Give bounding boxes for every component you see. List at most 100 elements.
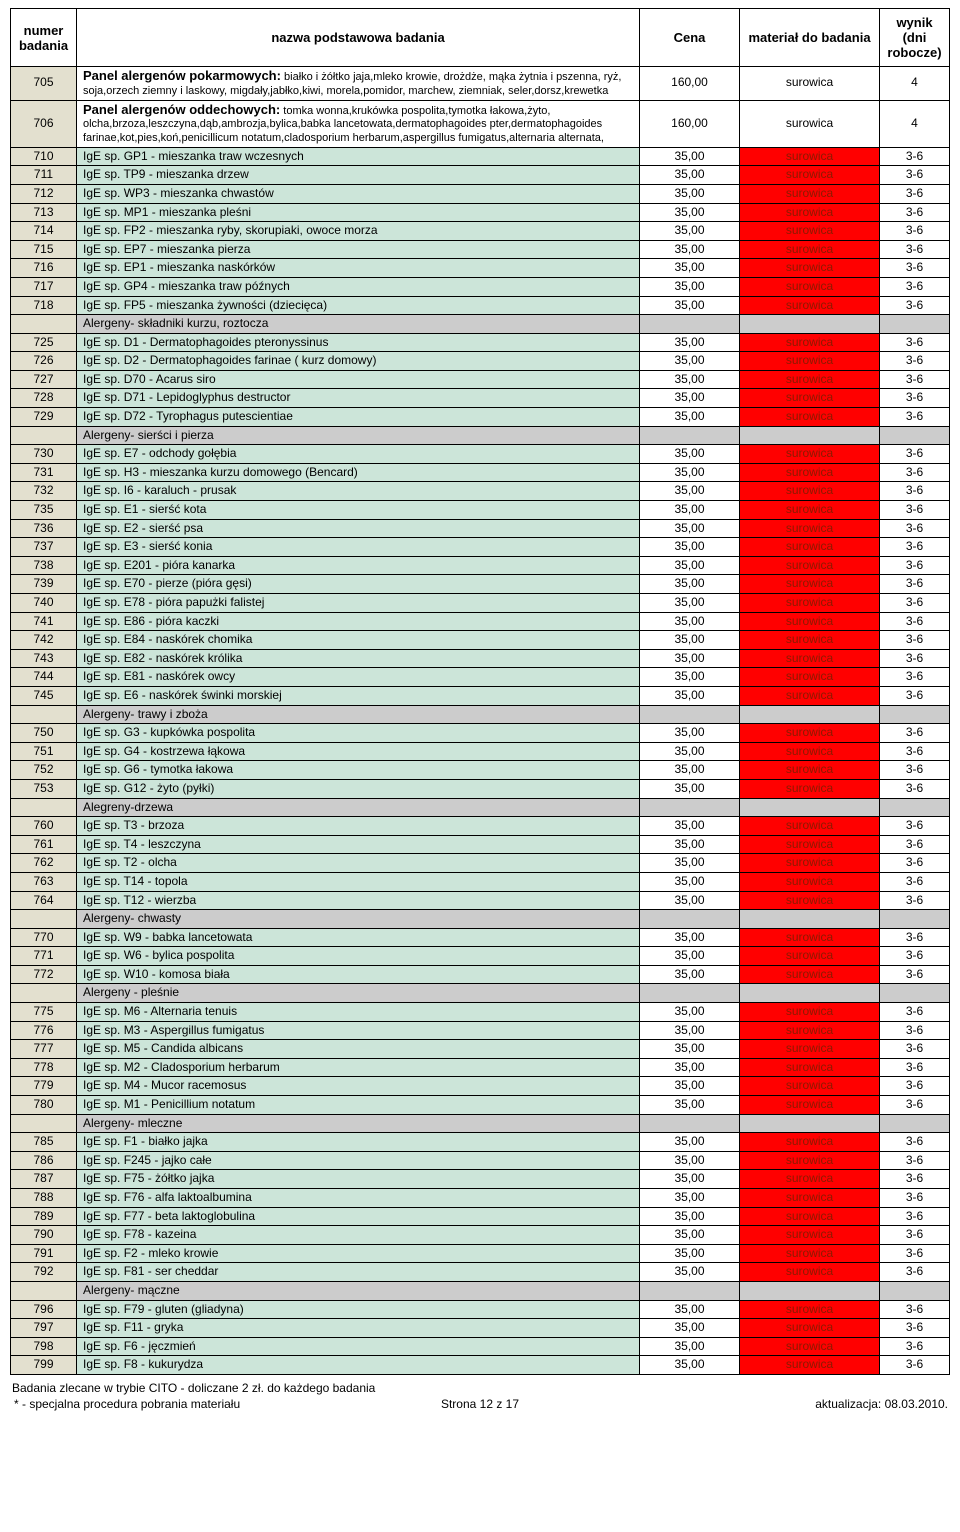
table-row: 706Panel alergenów oddechowych: tomka wo… xyxy=(11,100,950,147)
cell-name: IgE sp. E2 - sierść psa xyxy=(77,519,640,538)
cell-material: surowica xyxy=(740,240,880,259)
cell-material: surowica xyxy=(740,1263,880,1282)
cell-number: 718 xyxy=(11,296,77,315)
cell-days: 3-6 xyxy=(880,147,950,166)
cell-price: 35,00 xyxy=(640,538,740,557)
cell-days: 3-6 xyxy=(880,556,950,575)
cell-name: IgE sp. E82 - naskórek królika xyxy=(77,649,640,668)
cell-number: 779 xyxy=(11,1077,77,1096)
cell-days: 3-6 xyxy=(880,817,950,836)
cell-price: 35,00 xyxy=(640,501,740,520)
cell-number xyxy=(11,910,77,929)
cell-price: 35,00 xyxy=(640,240,740,259)
table-row: 788IgE sp. F76 - alfa laktoalbumina35,00… xyxy=(11,1189,950,1208)
cell-name: IgE sp. E81 - naskórek owcy xyxy=(77,668,640,687)
cell-number: 713 xyxy=(11,203,77,222)
cell-name: IgE sp. T2 - olcha xyxy=(77,854,640,873)
cell-days: 3-6 xyxy=(880,1356,950,1375)
cell-days: 3-6 xyxy=(880,352,950,371)
cell-number: 726 xyxy=(11,352,77,371)
cell-name: IgE sp. WP3 - mieszanka chwastów xyxy=(77,184,640,203)
cell-days xyxy=(880,798,950,817)
table-row: 791IgE sp. F2 - mleko krowie35,00surowic… xyxy=(11,1244,950,1263)
table-row: 752IgE sp. G6 - tymotka łakowa35,00surow… xyxy=(11,761,950,780)
cell-days: 3-6 xyxy=(880,854,950,873)
cell-days xyxy=(880,984,950,1003)
table-row: 796IgE sp. F79 - gluten (gliadyna)35,00s… xyxy=(11,1300,950,1319)
cell-price xyxy=(640,798,740,817)
cell-price xyxy=(640,984,740,1003)
table-row: 744IgE sp. E81 - naskórek owcy35,00surow… xyxy=(11,668,950,687)
cell-name: IgE sp. M4 - Mucor racemosus xyxy=(77,1077,640,1096)
cell-days: 3-6 xyxy=(880,1263,950,1282)
cell-days: 3-6 xyxy=(880,240,950,259)
cell-days: 4 xyxy=(880,67,950,101)
cell-number xyxy=(11,1114,77,1133)
cell-material: surowica xyxy=(740,928,880,947)
cell-number: 717 xyxy=(11,277,77,296)
cell-section-name: Alergeny- sierści i pierza xyxy=(77,426,640,445)
table-row: Alergeny- mleczne xyxy=(11,1114,950,1133)
cell-price: 35,00 xyxy=(640,1337,740,1356)
cell-section-name: Alergeny- mączne xyxy=(77,1281,640,1300)
cell-material: surowica xyxy=(740,854,880,873)
cell-price: 35,00 xyxy=(640,147,740,166)
cell-material: surowica xyxy=(740,296,880,315)
cell-number xyxy=(11,315,77,334)
cell-name: IgE sp. E6 - naskórek świnki morskiej xyxy=(77,686,640,705)
cell-number xyxy=(11,798,77,817)
cell-material: surowica xyxy=(740,556,880,575)
table-row: 742IgE sp. E84 - naskórek chomika35,00su… xyxy=(11,631,950,650)
cell-name: IgE sp. E1 - sierść kota xyxy=(77,501,640,520)
cell-material: surowica xyxy=(740,891,880,910)
table-row: 715IgE sp. EP7 - mieszanka pierza35,00su… xyxy=(11,240,950,259)
table-row: 705Panel alergenów pokarmowych: białko i… xyxy=(11,67,950,101)
cell-number: 785 xyxy=(11,1133,77,1152)
header-material: materiał do badania xyxy=(740,9,880,67)
cell-name: IgE sp. D72 - Tyrophagus putescientiae xyxy=(77,408,640,427)
cell-name: IgE sp. F81 - ser cheddar xyxy=(77,1263,640,1282)
cell-price: 35,00 xyxy=(640,277,740,296)
cell-material: surowica xyxy=(740,668,880,687)
cell-days: 3-6 xyxy=(880,1337,950,1356)
cell-number: 763 xyxy=(11,872,77,891)
cell-name: IgE sp. T12 - wierzba xyxy=(77,891,640,910)
table-row: 714IgE sp. FP2 - mieszanka ryby, skorupi… xyxy=(11,222,950,241)
header-days: wynik (dni robocze) xyxy=(880,9,950,67)
cell-material: surowica xyxy=(740,1244,880,1263)
cell-price: 35,00 xyxy=(640,1021,740,1040)
cell-days: 4 xyxy=(880,100,950,147)
table-row: 761IgE sp. T4 - leszczyna35,00surowica3-… xyxy=(11,835,950,854)
cell-price: 35,00 xyxy=(640,891,740,910)
cell-price: 35,00 xyxy=(640,259,740,278)
cell-material: surowica xyxy=(740,463,880,482)
table-row: 763IgE sp. T14 - topola35,00surowica3-6 xyxy=(11,872,950,891)
cell-name: IgE sp. F77 - beta laktoglobulina xyxy=(77,1207,640,1226)
cell-number: 799 xyxy=(11,1356,77,1375)
cell-days xyxy=(880,910,950,929)
cell-name: IgE sp. GP4 - mieszanka traw późnych xyxy=(77,277,640,296)
cell-number: 798 xyxy=(11,1337,77,1356)
cell-material: surowica xyxy=(740,203,880,222)
cell-price: 35,00 xyxy=(640,835,740,854)
cell-price: 35,00 xyxy=(640,1300,740,1319)
table-row: 741IgE sp. E86 - pióra kaczki35,00surowi… xyxy=(11,612,950,631)
cell-name: IgE sp. F6 - jęczmień xyxy=(77,1337,640,1356)
cell-days: 3-6 xyxy=(880,482,950,501)
cell-days: 3-6 xyxy=(880,1021,950,1040)
cell-price: 35,00 xyxy=(640,445,740,464)
cell-material: surowica xyxy=(740,1003,880,1022)
cell-number: 730 xyxy=(11,445,77,464)
cell-days: 3-6 xyxy=(880,1096,950,1115)
cell-material: surowica xyxy=(740,965,880,984)
cell-number: 789 xyxy=(11,1207,77,1226)
table-row: 751IgE sp. G4 - kostrzewa łąkowa35,00sur… xyxy=(11,742,950,761)
cell-days: 3-6 xyxy=(880,166,950,185)
cell-material: surowica xyxy=(740,1207,880,1226)
cell-price: 35,00 xyxy=(640,612,740,631)
footer-page-number: Strona 12 z 17 xyxy=(10,1397,950,1411)
table-row: 786IgE sp. F245 - jajko całe35,00surowic… xyxy=(11,1151,950,1170)
cell-days: 3-6 xyxy=(880,612,950,631)
cell-name: IgE sp. EP1 - mieszanka naskórków xyxy=(77,259,640,278)
cell-days: 3-6 xyxy=(880,1170,950,1189)
